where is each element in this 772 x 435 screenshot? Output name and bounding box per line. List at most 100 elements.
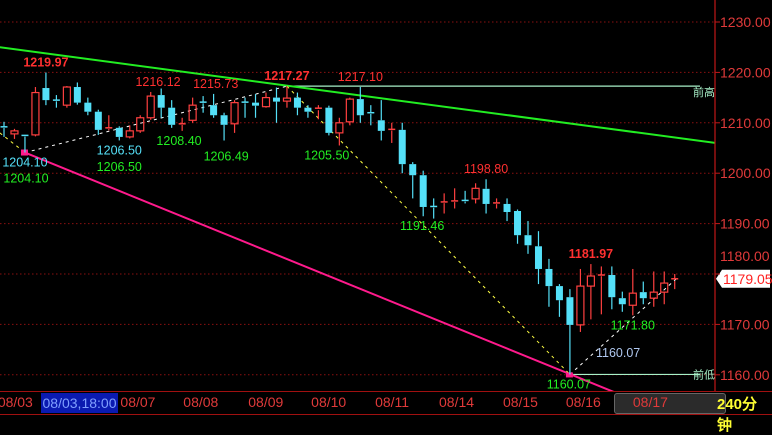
candle	[178, 117, 186, 131]
candle-body	[115, 127, 123, 137]
candle	[84, 97, 92, 116]
candle	[377, 100, 385, 141]
candle	[157, 88, 165, 118]
candle-body	[503, 203, 511, 213]
candle	[31, 87, 40, 137]
period-selector[interactable]: 240分钟	[717, 396, 758, 434]
resistance-trendline	[0, 46, 715, 144]
candle	[398, 122, 406, 174]
candle	[10, 128, 19, 139]
candle	[482, 179, 490, 214]
date-label: 08/03	[0, 394, 33, 410]
candle-body	[345, 98, 354, 123]
candle	[555, 284, 563, 317]
candle	[566, 289, 574, 375]
candle-body	[261, 96, 271, 108]
swing-low-marker	[565, 372, 573, 378]
candle	[62, 86, 71, 108]
candle-body	[649, 291, 658, 299]
date-label: 08/11	[375, 394, 410, 410]
candle-body	[566, 297, 574, 325]
candle-body	[282, 97, 292, 102]
price-annotation: 1219.97	[23, 56, 68, 70]
selected-time-label: 08/03,18:00	[41, 393, 118, 413]
candle	[356, 87, 364, 123]
candle-body	[293, 97, 301, 108]
candle	[210, 93, 218, 118]
candle	[440, 193, 448, 214]
candle-body	[471, 187, 480, 200]
candle	[241, 97, 249, 118]
candle-body	[608, 275, 616, 298]
candle-body	[136, 117, 145, 132]
candle	[419, 170, 427, 217]
candle	[335, 117, 344, 146]
candle	[168, 100, 176, 128]
candle-body	[628, 292, 637, 306]
candle	[671, 274, 679, 290]
candle-body	[62, 86, 71, 106]
candle-body	[377, 120, 385, 131]
candle	[272, 87, 280, 123]
candle	[660, 271, 669, 305]
candle	[524, 221, 532, 254]
candle	[618, 291, 626, 312]
date-label: 08/15	[502, 394, 538, 410]
date-label: 08/10	[311, 394, 347, 410]
last-price-tag	[716, 269, 770, 288]
price-annotation: 1205.50	[304, 148, 349, 162]
candle	[252, 94, 260, 118]
candle	[503, 198, 511, 222]
last-price-label: 1179.05	[723, 271, 772, 287]
price-annotation: 1208.40	[156, 134, 201, 148]
candle-body	[419, 175, 427, 207]
candle	[261, 92, 271, 108]
y-tick-label: 1230.00	[720, 14, 771, 30]
candle	[199, 96, 207, 113]
level-label: 前高	[693, 85, 715, 99]
price-annotation: 1171.80	[611, 318, 655, 332]
candle-body	[252, 102, 260, 106]
date-axis: 08/03 08/07 08/08 08/09 08/10 08/11 08/14 08/15…	[0, 391, 772, 415]
price-annotation: 1181.97	[569, 247, 614, 261]
candle	[461, 190, 469, 204]
candle	[451, 188, 459, 209]
candle-body	[146, 95, 155, 119]
candle-body	[618, 298, 626, 305]
candle	[304, 105, 312, 118]
date-label: 08/16	[565, 394, 601, 410]
candle	[514, 209, 522, 244]
wave-trendline	[286, 85, 571, 375]
candle-body	[524, 235, 532, 246]
price-annotation: 1206.50	[97, 160, 142, 174]
date-label: 08/14	[439, 394, 475, 410]
candle	[639, 281, 647, 305]
candle	[115, 126, 123, 141]
candle-body	[125, 130, 134, 138]
candle	[314, 105, 322, 120]
candle	[586, 264, 595, 320]
candle-body	[10, 130, 19, 135]
y-tick-label: 1170.00	[720, 316, 770, 332]
candle-body	[325, 107, 333, 133]
candle-body	[586, 275, 595, 287]
candle-body	[94, 111, 102, 130]
candle	[493, 198, 501, 209]
wave-trendline	[0, 132, 26, 153]
candlestick-chart[interactable]: 1219.97 1216.12 1215.73 1217.27 1217.10 1198.…	[0, 0, 772, 391]
candle-body	[188, 104, 197, 121]
wave-trendline	[24, 85, 288, 154]
candle	[146, 91, 155, 120]
candle-body	[157, 95, 165, 108]
support-trendline	[24, 151, 615, 391]
candle-body	[545, 268, 553, 287]
candle-body	[42, 88, 50, 101]
candle	[42, 72, 50, 106]
candle	[293, 92, 301, 116]
price-annotation: 1217.10	[338, 70, 383, 84]
price-annotation: 1204.10	[2, 156, 47, 170]
candle	[220, 112, 228, 141]
price-annotation: 1160.07	[547, 377, 591, 391]
candle	[188, 97, 197, 123]
price-annotation: 1191.46	[400, 219, 444, 233]
